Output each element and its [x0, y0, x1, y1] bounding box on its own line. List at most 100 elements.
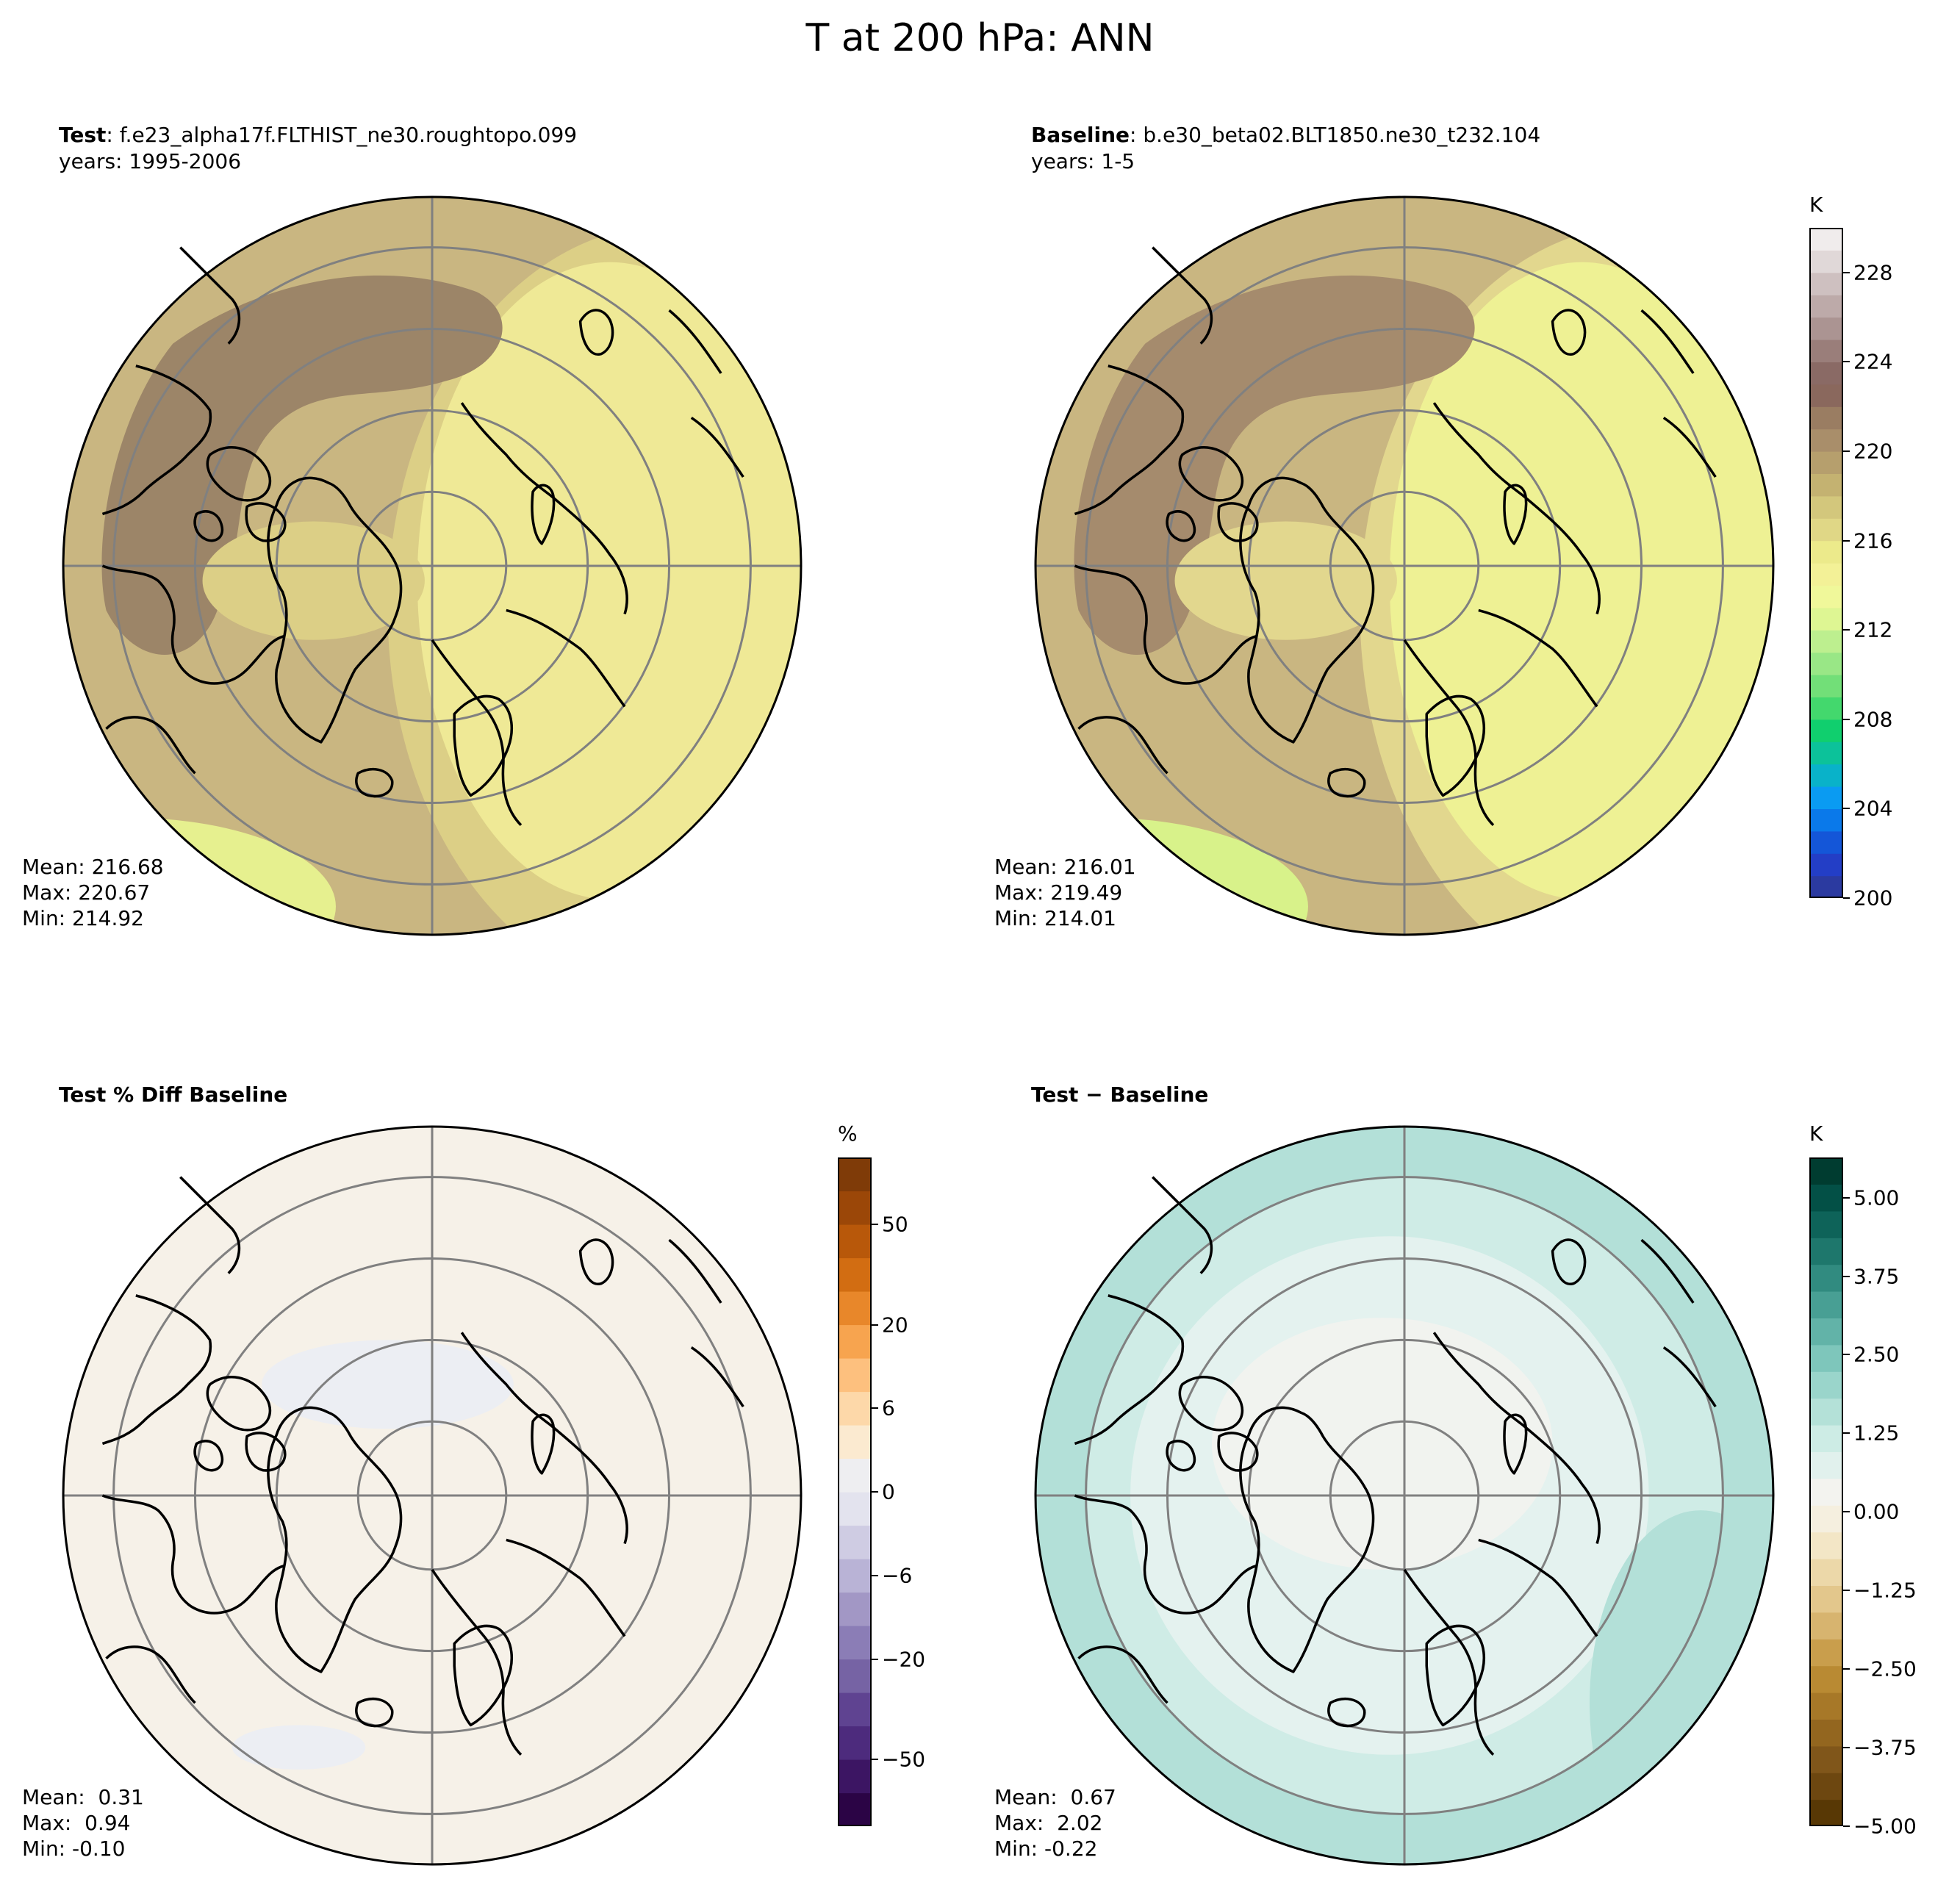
baseline-label: Baseline [1031, 123, 1130, 147]
colorbar-tick-mark [1843, 1590, 1850, 1592]
baseline-stats: Mean: 216.01 Max: 219.49 Min: 214.01 [994, 854, 1136, 931]
baseline-case-name: : b.e30_beta02.BLT1850.ne30_t232.104 [1130, 123, 1541, 147]
colorbar-segment [1809, 340, 1843, 362]
diff-max: Max: 2.02 [994, 1811, 1103, 1835]
colorbar-segment [1809, 1425, 1843, 1452]
colorbar-segment [1809, 764, 1843, 787]
test-max: Max: 220.67 [22, 880, 151, 905]
colorbar-segment [838, 1291, 872, 1326]
coastline-path [506, 608, 626, 708]
coastline-path [1662, 416, 1717, 478]
colorbar-segment [1809, 1398, 1843, 1426]
colorbar-tick-label: 200 [1853, 886, 1893, 911]
colorbar-tick-label: 2.50 [1853, 1342, 1900, 1367]
colorbar-segment [1809, 1157, 1843, 1185]
coastline-path [101, 365, 212, 516]
temperature-colorbar-unit: K [1809, 193, 1823, 217]
colorbar-tick-label: 224 [1853, 349, 1893, 374]
colorbar-tick-mark [1843, 1747, 1850, 1749]
colorbar-tick-label: 20 [882, 1313, 908, 1337]
colorbar-tick-label: 204 [1853, 796, 1893, 821]
colorbar-segment [838, 1391, 872, 1426]
field-contour [101, 275, 503, 655]
colorbar-tick-label: −50 [882, 1747, 926, 1772]
colorbar-segment [1809, 428, 1843, 452]
colorbar-tick-mark [1843, 1825, 1850, 1827]
colorbar-tick-label: −6 [882, 1563, 913, 1588]
coastline-path [245, 1432, 287, 1472]
colorbar-segment [1809, 1612, 1843, 1640]
colorbar-segment [1809, 473, 1843, 497]
colorbar-segment [1809, 295, 1843, 318]
pct-diff-stats: Mean: 0.31 Max: 0.94 Min: -0.10 [22, 1784, 144, 1861]
coastline-path [1503, 484, 1528, 545]
percent-colorbar-unit: % [838, 1121, 858, 1146]
colorbar-segment [838, 1358, 872, 1393]
map-boundary [62, 195, 803, 936]
coastline-path [355, 767, 394, 798]
coastline-path [1403, 1568, 1495, 1756]
negative-patch [262, 1340, 514, 1429]
colorbar-segment [1809, 1184, 1843, 1212]
coastline-path [1551, 309, 1587, 356]
colorbar-segment [1809, 250, 1843, 273]
colorbar-segment [1809, 495, 1843, 519]
colorbar-tick-mark [872, 1224, 878, 1225]
colorbar-segment [1809, 540, 1843, 564]
colorbar-segment [1809, 317, 1843, 340]
colorbar-svg [838, 1157, 872, 1826]
colorbar-segment [1809, 1505, 1843, 1533]
coastline-path [578, 1238, 614, 1286]
diff-stats: Mean: 0.67 Max: 2.02 Min: -0.22 [994, 1784, 1116, 1861]
polar-map-svg [1034, 195, 1775, 936]
coastline-path [1074, 365, 1185, 516]
colorbar-segment [838, 1726, 872, 1760]
colorbar-segment [1809, 1291, 1843, 1318]
colorbar-tick-label: 6 [882, 1396, 895, 1421]
baseline-min: Min: 214.01 [994, 906, 1116, 930]
coastline-path [531, 1413, 556, 1475]
pct-diff-max: Max: 0.94 [22, 1811, 131, 1835]
coastline-path [1166, 1440, 1196, 1472]
coastline-path [690, 416, 744, 478]
diff-colorbar [1809, 1157, 1843, 1826]
colorbar-segment [1809, 1264, 1843, 1292]
colorbar-segment [838, 1157, 872, 1192]
coastlines [1074, 246, 1717, 827]
colorbar-tick-label: −2.50 [1853, 1656, 1917, 1681]
colorbar-tick-mark [1843, 450, 1850, 452]
diff-label: Test [1031, 1082, 1079, 1107]
coastlines [101, 1176, 744, 1756]
colorbar-segment [1809, 1639, 1843, 1667]
coastline-path [193, 510, 224, 542]
coastline-path [431, 1568, 523, 1756]
colorbar-tick-mark [1843, 897, 1850, 899]
colorbar-segment [1809, 451, 1843, 474]
colorbar-segment [1809, 1799, 1843, 1826]
pct-diff-mean: Mean: 0.31 [22, 1785, 144, 1809]
colorbar-tick-label: 0 [882, 1479, 895, 1504]
colorbar-segment [838, 1458, 872, 1493]
colorbar-tick-label: −1.25 [1853, 1578, 1917, 1603]
coastline-path [1327, 767, 1366, 798]
pct-diff-panel-title: Test % Diff Baseline [59, 1082, 287, 1108]
coastline-path [460, 1332, 628, 1545]
coastline-path [1074, 1294, 1185, 1446]
test-mean: Mean: 216.68 [22, 855, 164, 879]
baseline-years: years: 1-5 [1031, 149, 1135, 173]
colorbar-tick-label: 50 [882, 1212, 908, 1237]
colorbar-segment [1809, 1719, 1843, 1747]
colorbar-segment [1809, 1238, 1843, 1265]
diff-mean: Mean: 0.67 [994, 1785, 1116, 1809]
test-label: Test [59, 123, 107, 147]
coastline-path [355, 1697, 394, 1728]
baseline-max: Max: 219.49 [994, 880, 1123, 905]
colorbar-segment [1809, 830, 1843, 854]
colorbar-segment [838, 1692, 872, 1727]
coastline-path [1478, 1538, 1598, 1637]
diff-min: Min: -0.22 [994, 1836, 1098, 1861]
coastline-path [1077, 1645, 1169, 1704]
coastline-path [1503, 1413, 1528, 1475]
colorbar-tick-label: −5.00 [1853, 1814, 1917, 1839]
coastline-path [1217, 502, 1259, 542]
